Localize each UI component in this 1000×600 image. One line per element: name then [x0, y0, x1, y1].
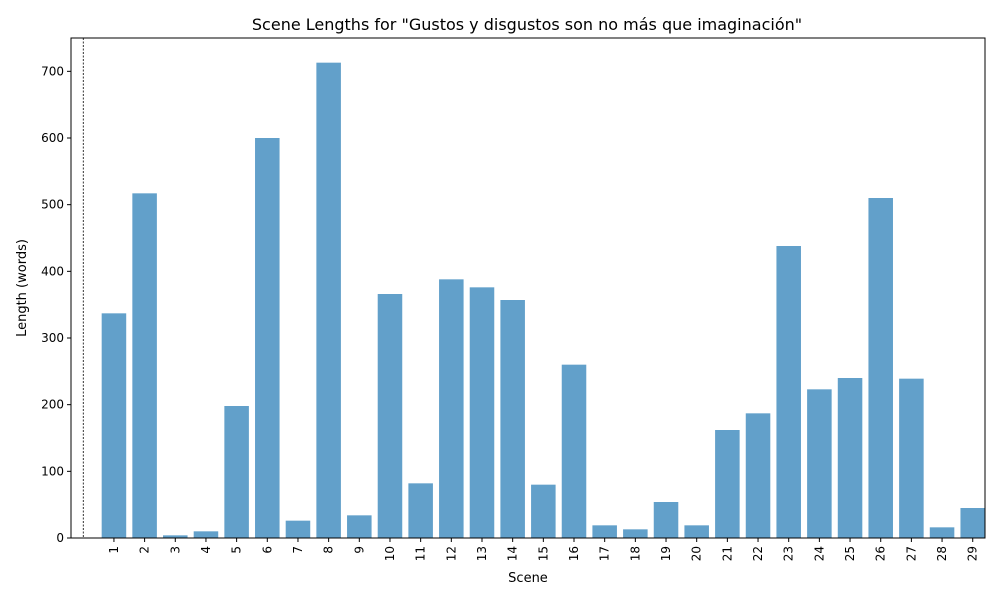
bar-scene-23 [776, 246, 801, 538]
x-tick-label: 27 [904, 546, 918, 561]
x-tick-label: 19 [659, 546, 673, 561]
x-tick-label: 3 [168, 546, 182, 554]
bar-scene-10 [377, 294, 403, 538]
bar-scene-19 [653, 502, 679, 538]
x-tick-label: 28 [935, 546, 949, 561]
bar-scene-18 [623, 529, 648, 538]
y-axis-label: Length (words) [15, 239, 30, 337]
bar-scene-16 [561, 364, 587, 538]
x-tick-label: 2 [138, 546, 152, 554]
bar-scene-5 [224, 406, 249, 538]
y-tick-label: 100 [41, 464, 64, 478]
bar-scene-1 [101, 313, 127, 538]
x-tick-label: 29 [966, 546, 980, 561]
bar-scene-24 [807, 389, 832, 538]
bar-scene-6 [255, 138, 280, 538]
bar-scene-26 [868, 198, 893, 538]
y-tick-label: 0 [56, 531, 64, 545]
x-axis: 1 2 3 4 5 6 7 8 9 10 11 12 13 14 15 16 17 18 19 20 21 22 23 24 2… [107, 538, 980, 561]
y-tick-label: 300 [41, 331, 64, 345]
bar-scene-13 [469, 287, 495, 538]
x-tick-label: 20 [690, 546, 704, 561]
bar-scene-27 [899, 378, 924, 538]
x-tick-label: 17 [598, 546, 612, 561]
bar-scene-28 [929, 527, 955, 538]
y-tick-label: 600 [41, 131, 64, 145]
bar-scene-22 [745, 413, 771, 538]
x-tick-label: 21 [720, 546, 734, 561]
bar-scene-14 [500, 300, 525, 538]
chart-title: Scene Lengths for "Gustos y disgustos so… [252, 15, 802, 34]
bar-scene-21 [715, 430, 740, 538]
bar-scene-7 [285, 520, 311, 538]
x-axis-label: Scene [508, 571, 548, 586]
y-tick-label: 200 [41, 398, 64, 412]
bar-scene-12 [439, 279, 464, 538]
x-tick-label: 9 [352, 546, 366, 554]
x-tick-label: 12 [444, 546, 458, 561]
y-axis: 0 100 200 300 400 500 600 700 [41, 64, 71, 545]
x-tick-label: 1 [107, 546, 121, 554]
bar-scene-3 [163, 535, 188, 538]
x-tick-label: 8 [322, 546, 336, 554]
bar-scene-8 [316, 62, 341, 539]
bar-scene-9 [347, 515, 372, 538]
x-tick-label: 25 [843, 546, 857, 561]
plot-frame [70, 37, 986, 539]
y-tick-label: 400 [41, 264, 64, 278]
x-tick-label: 6 [260, 546, 274, 554]
bar-scene-15 [531, 484, 556, 538]
bar-scene-2 [132, 193, 157, 539]
x-tick-label: 5 [230, 546, 244, 554]
x-tick-label: 14 [506, 546, 520, 561]
bar-scene-29 [960, 508, 985, 538]
x-tick-label: 10 [383, 546, 397, 561]
x-tick-label: 16 [567, 546, 581, 561]
x-tick-label: 15 [536, 546, 550, 561]
x-tick-label: 26 [874, 546, 888, 561]
bars-group [101, 62, 985, 539]
x-tick-label: 22 [751, 546, 765, 561]
bar-scene-11 [408, 483, 433, 538]
bar-scene-20 [684, 525, 709, 538]
x-tick-label: 11 [414, 546, 428, 561]
bar-scene-25 [837, 378, 863, 538]
x-tick-label: 18 [628, 546, 642, 561]
bar-scene-17 [592, 525, 617, 538]
x-tick-label: 24 [812, 546, 826, 561]
x-tick-label: 4 [199, 546, 213, 554]
x-tick-label: 7 [291, 546, 305, 554]
bar-scene-4 [193, 531, 219, 538]
x-tick-label: 13 [475, 546, 489, 561]
y-tick-label: 500 [41, 198, 64, 212]
y-tick-label: 700 [41, 64, 64, 78]
x-tick-label: 23 [782, 546, 796, 561]
